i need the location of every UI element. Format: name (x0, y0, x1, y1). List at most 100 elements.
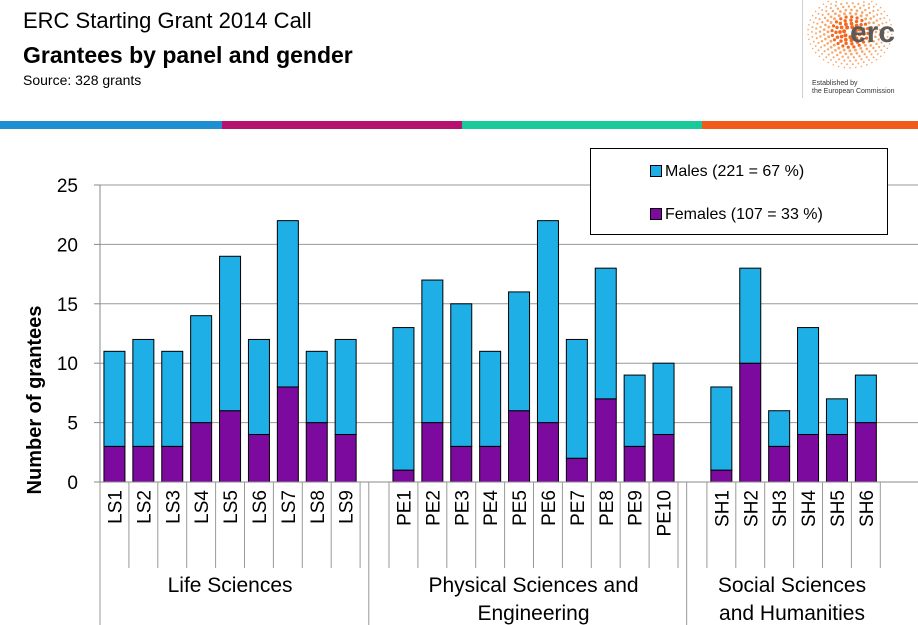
logo-dot (839, 10, 842, 13)
logo-dot (864, 17, 868, 21)
logo-dot (854, 48, 857, 52)
logo-dot (847, 56, 850, 59)
logo-dot (850, 15, 854, 19)
logo-dot (844, 52, 848, 56)
bar-males-PE8 (594, 267, 617, 400)
logo-dot (830, 29, 834, 33)
logo-dot (857, 27, 862, 32)
logo-dot (869, 25, 873, 29)
logo-dot (836, 7, 840, 10)
logo-dot (876, 9, 879, 12)
logo-dot (848, 11, 852, 15)
logo-dot (843, 37, 848, 42)
logo-dot (865, 47, 869, 51)
logo-dot (877, 23, 881, 27)
logo-dot (825, 10, 828, 13)
logo-dot (874, 30, 878, 34)
logo-dot (876, 13, 879, 16)
logo-dot (874, 35, 877, 39)
logo-dot (852, 32, 857, 37)
group-label: Engineering (477, 602, 589, 625)
legend-swatch-females (650, 208, 662, 220)
logo-dot (868, 50, 871, 53)
x-tick-label: PE1 (394, 490, 415, 526)
bar-females-SH2 (739, 362, 762, 483)
logo-dot (820, 46, 823, 49)
bar-males-SH4 (797, 327, 820, 435)
x-tick-label: LS4 (192, 490, 213, 524)
x-tick-label: LS2 (134, 490, 155, 524)
x-tick-label: LS9 (337, 490, 358, 524)
bar-males-PE5 (508, 291, 531, 412)
logo-dot (839, 34, 844, 39)
logo-dot (858, 55, 861, 58)
logo-dot (880, 12, 883, 15)
logo-dot (808, 24, 810, 26)
logo-dot (843, 59, 846, 62)
logo-dot (844, 41, 848, 46)
logo-dot (807, 33, 809, 36)
legend: Males (221 = 67 %) Females (107 = 33 %) (590, 148, 888, 235)
bar-males-SH1 (710, 386, 733, 471)
x-tick-label: PE6 (539, 490, 560, 526)
logo-dot (818, 6, 821, 9)
logo-dot (836, 53, 839, 57)
logo-dot (834, 20, 839, 24)
group-label: Life Sciences (168, 574, 293, 597)
logo-dot (854, 36, 859, 41)
chart-title: ERC Starting Grant 2014 Call (23, 8, 312, 33)
logo-dot (872, 56, 875, 59)
bar-males-LS4 (190, 315, 213, 424)
logo-dot (843, 66, 846, 69)
logo-dot (839, 51, 842, 54)
logo-dot (863, 43, 867, 47)
logo-dot (834, 4, 837, 7)
logo-dot (850, 25, 855, 30)
logo-dot (821, 9, 824, 11)
logo-dot (807, 28, 809, 31)
bar-males-SH5 (825, 398, 848, 435)
bar-females-LS3 (161, 445, 184, 483)
logo-dot (860, 65, 863, 68)
logo-dot (814, 16, 817, 19)
bar-males-LS7 (276, 220, 299, 388)
logo-dot (847, 5, 851, 8)
logo-dot (816, 22, 819, 25)
legend-item-males: Males (221 = 67 %) (650, 163, 804, 181)
logo-dot (850, 8, 853, 12)
x-tick-label: SH2 (741, 490, 762, 527)
logo-dot (855, 9, 859, 13)
logo-dot (829, 21, 833, 24)
logo-dot (817, 49, 820, 52)
logo-dot (833, 17, 837, 21)
logo-dot (832, 43, 836, 47)
bar-females-LS9 (334, 433, 357, 483)
logo-dot (835, 61, 838, 63)
logo-dot (859, 6, 862, 10)
x-tick-label: PE4 (481, 490, 502, 526)
logo-dot (859, 22, 863, 27)
logo-dot (870, 30, 874, 34)
logo-dot (853, 28, 858, 33)
logo-dot (844, 8, 848, 12)
color-band-3 (462, 121, 702, 129)
bar-females-SH4 (797, 433, 820, 483)
logo-dot (866, 63, 868, 66)
logo-dot (883, 51, 886, 54)
logo-dot (818, 30, 822, 33)
logo-dot (855, 40, 860, 44)
x-tick-label: LS3 (163, 490, 184, 524)
logo-dot (819, 35, 822, 38)
bar-females-SH6 (854, 422, 877, 483)
logo-dot (891, 28, 893, 31)
x-tick-label: LS1 (105, 490, 126, 524)
logo-caption: Established by the European Commission (812, 80, 895, 95)
logo-dot (861, 27, 866, 31)
logo-dot (821, 21, 824, 24)
logo-dot (872, 9, 875, 13)
x-tick-label: SH4 (799, 490, 820, 527)
logo-dot (875, 58, 878, 61)
logo-dot (855, 51, 859, 55)
logo-dot (872, 15, 875, 18)
